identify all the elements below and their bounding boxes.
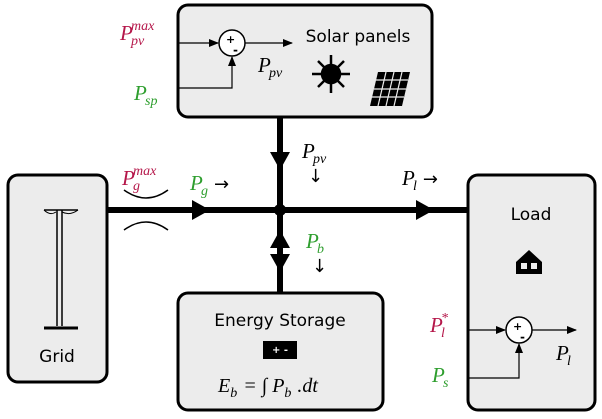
- symbol: P: [305, 229, 319, 253]
- symbol-sup: max: [133, 164, 157, 179]
- symbol: P: [189, 171, 203, 195]
- bus: [105, 116, 470, 295]
- sign: -: [233, 43, 238, 57]
- symbol: P: [121, 166, 135, 190]
- symbol-sup: max: [131, 19, 155, 34]
- battery-icon: [263, 341, 297, 359]
- symbol: P: [257, 53, 271, 77]
- load-box: [466, 173, 597, 412]
- symbol-sub: s: [443, 376, 449, 391]
- symbol: P: [555, 341, 569, 365]
- panel-icon: [370, 71, 410, 107]
- symbol-sub: l: [441, 326, 445, 341]
- flow-arrow: →: [214, 174, 229, 195]
- block-label: Energy Storage: [214, 311, 345, 331]
- block-label: Solar panels: [306, 27, 411, 47]
- sign: -: [520, 330, 525, 344]
- block-label: Grid: [39, 347, 75, 367]
- symbol-sub: sp: [145, 94, 157, 109]
- symbol-sub: g: [133, 179, 140, 194]
- symbol-sub: pv: [312, 152, 327, 167]
- sun-icon: [312, 55, 350, 93]
- sign: +: [226, 33, 235, 46]
- sign: +: [513, 320, 522, 333]
- bus-node: [274, 204, 286, 216]
- symbol-sub: pv: [268, 66, 283, 81]
- formula-sub: b: [230, 386, 237, 401]
- symbol: P: [119, 21, 133, 45]
- symbol: P: [133, 81, 147, 105]
- flow-arrow: ↓: [308, 166, 323, 187]
- symbol-sub: b: [317, 242, 324, 257]
- formula: = ∫ P: [243, 375, 284, 398]
- solar-box: [176, 3, 434, 119]
- symbol-sub: l: [567, 354, 571, 369]
- formula-sub: b: [284, 386, 291, 401]
- flow-arrow: →: [423, 169, 438, 190]
- symbol: P: [431, 363, 445, 387]
- formula: E: [217, 375, 230, 397]
- breaker: [123, 189, 169, 199]
- symbol: P: [301, 139, 315, 163]
- pole-icon: [43, 209, 79, 330]
- symbol-sub: pv: [130, 34, 145, 49]
- breaker: [123, 221, 169, 231]
- block-label: Load: [511, 205, 552, 225]
- symbol: P: [401, 166, 415, 190]
- flow-arrow: ↓: [312, 256, 327, 277]
- signal-arrow: [178, 56, 236, 89]
- symbol: P: [429, 313, 443, 337]
- signal-arrow: [468, 343, 523, 379]
- symbol-sub: g: [201, 184, 208, 199]
- symbol-sub: l: [413, 179, 417, 194]
- battery-sign: + -: [272, 345, 288, 356]
- house-icon: [516, 250, 542, 274]
- symbol-sup: *: [441, 311, 448, 326]
- flow-arrows: [192, 152, 434, 272]
- formula: .dt: [297, 375, 318, 397]
